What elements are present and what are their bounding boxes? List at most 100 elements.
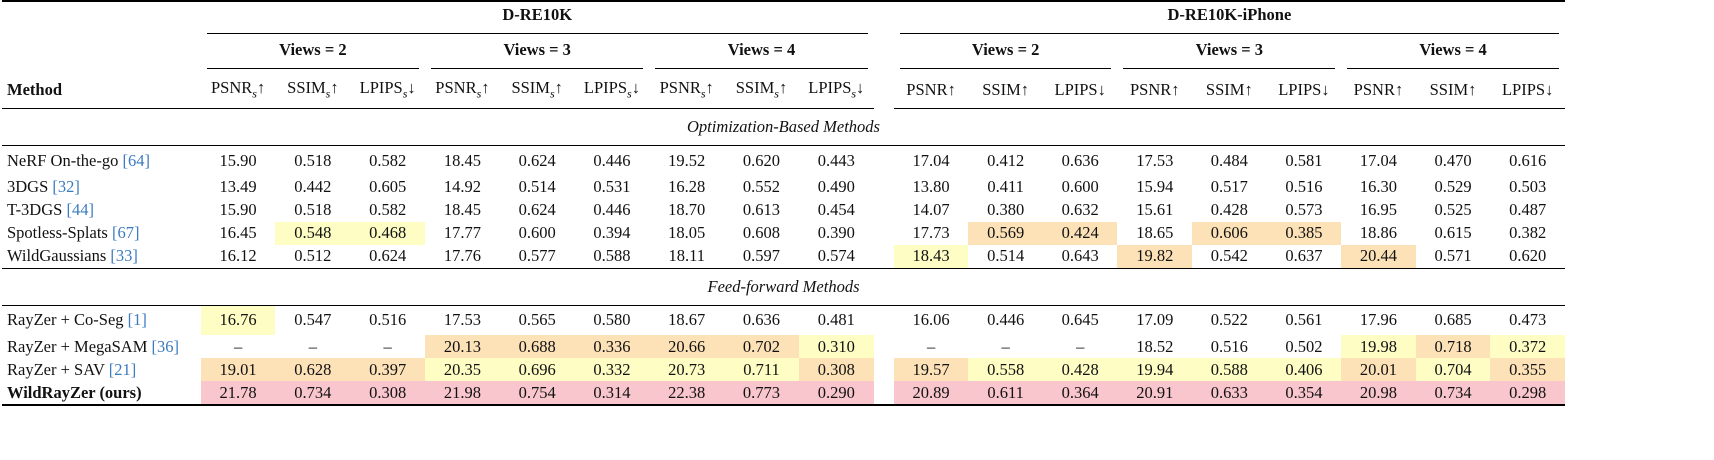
metric-header: LPIPSs↓ [798,72,874,109]
value-cell: 20.89 [893,381,969,406]
metric-subscript: s [774,86,779,101]
value-cell: 0.718 [1415,335,1491,358]
value-cell: 18.11 [668,246,705,265]
metric-arrow: ↑ [1468,80,1477,99]
value-cell: 0.503 [1509,177,1547,196]
value-cell: 19.52 [668,150,706,170]
value-cell: 17.04 [912,150,950,170]
method-cell: WildRayZer (ours) [2,381,201,406]
value-cell: 0.512 [294,246,332,265]
dataset-name: D-RE10K-iPhone [899,5,1559,34]
views-label: Views = 3 [1123,40,1336,69]
value-cell: 0.645 [1061,310,1099,330]
data-row: RayZer + MegaSAM [36] – – – 20.13 0.688 0.336 2… [2,335,1565,358]
spacer [874,245,894,269]
value-cell: 0.529 [1434,177,1472,196]
value-cell: 20.13 [425,335,500,358]
value-cell: 0.310 [798,335,874,358]
value-cell: 0.516 [369,310,407,330]
value-cell: 0.446 [987,310,1025,330]
value-cell: – [383,336,392,356]
metric-header: PSNRs↑ [200,72,276,109]
value-cell: 0.412 [987,150,1025,170]
value-cell: 18.43 [893,244,969,268]
value-cell: 0.637 [1285,246,1323,265]
value-cell: 20.73 [649,358,725,381]
views-label: Views = 2 [206,40,420,69]
metric-name: PSNR [1129,80,1172,99]
value-cell: 0.397 [350,358,426,381]
method-name: WildGaussians [7,246,107,265]
value-cell: 0.754 [499,381,575,406]
value-cell: 0.636 [742,310,781,330]
value-cell: 0.473 [1509,310,1547,330]
value-cell: 15.90 [219,150,257,170]
value-cell: 0.734 [1415,381,1491,406]
value-cell: 16.95 [1359,200,1397,219]
value-cell: 15.61 [1136,200,1174,219]
value-cell: 0.565 [518,310,556,330]
value-cell: 0.616 [1509,150,1547,170]
value-cell: 0.424 [1042,221,1118,245]
value-cell: 19.98 [1341,335,1416,358]
value-cell: 0.332 [574,358,650,381]
value-cell: – [1076,336,1085,356]
value-cell: – [1001,336,1010,356]
metric-arrow: ↑ [778,78,788,98]
value-cell: 20.01 [1341,358,1416,381]
method-name: RayZer + Co-Seg [7,310,124,330]
views-label: Views = 4 [655,40,868,69]
metric-subscript: s [252,86,257,101]
value-cell: 0.428 [1210,200,1248,219]
value-cell: 0.633 [1192,381,1267,406]
metric-subscript: s [325,86,331,101]
metric-name: SSIM [287,78,326,98]
metric-name: LPIPS [1054,80,1098,99]
views-header: Views = 2 [894,36,1118,72]
value-cell: 0.355 [1490,358,1565,381]
views-header: Views = 4 [1341,36,1565,72]
value-cell: 19.94 [1117,358,1193,381]
value-cell: 15.90 [219,200,257,219]
value-cell: 0.624 [369,246,407,265]
metric-header: SSIMs↑ [275,72,351,109]
value-cell: 0.354 [1266,381,1342,406]
metric-name: LPIPS [808,78,852,98]
metric-subscript: s [549,86,555,101]
value-cell: 0.518 [294,150,332,170]
value-cell: 0.620 [742,150,781,170]
metric-header: LPIPS↓ [1042,72,1118,109]
value-cell: 0.582 [369,150,407,170]
metric-arrow: ↑ [481,78,490,98]
metric-subscript: s [402,86,408,101]
citation: [36] [151,336,180,356]
value-cell: 0.442 [294,177,332,196]
metric-header: SSIM↑ [1415,72,1491,109]
value-cell: 0.597 [742,246,781,265]
value-cell: 0.314 [574,381,650,406]
method-name: RayZer + MegaSAM [7,336,148,356]
data-row: WildRayZer (ours) 21.78 0.734 0.308 21.98 0.7… [2,381,1565,406]
value-cell: 19.57 [893,358,969,381]
data-row: 3DGS [32] 13.49 0.442 0.605 14.92 0.514 0.531 1… [2,176,1565,199]
views-row: Views = 2 Views = 3 Views = 4 Views = 2 View… [2,36,1565,72]
value-cell: 0.588 [593,246,631,265]
value-cell: 0.600 [518,223,556,242]
value-cell: 0.711 [724,358,799,381]
spacer [874,36,894,72]
value-cell: 0.582 [369,200,407,219]
metric-name: LPIPS [359,78,403,98]
data-row: RayZer + Co-Seg [1] 16.76 0.547 0.516 17.53 0… [2,305,1565,335]
value-cell: 0.581 [1285,150,1323,170]
spacer [874,72,894,109]
metric-row: Method PSNRs↑ SSIMs↑ LPIPSs↓ PSNRs↑ SSIMs↑ LPI… [2,72,1565,109]
metric-name: LPIPS [1501,80,1546,99]
value-cell: – [233,336,243,356]
value-cell: 0.571 [1434,246,1472,265]
metric-arrow: ↑ [1020,80,1030,99]
method-cell: WildGaussians [33] [2,245,201,269]
metric-arrow: ↑ [1394,80,1404,99]
method-name: Spotless-Splats [7,223,108,242]
value-cell: 20.35 [425,358,500,381]
value-cell: 0.620 [1509,246,1547,265]
